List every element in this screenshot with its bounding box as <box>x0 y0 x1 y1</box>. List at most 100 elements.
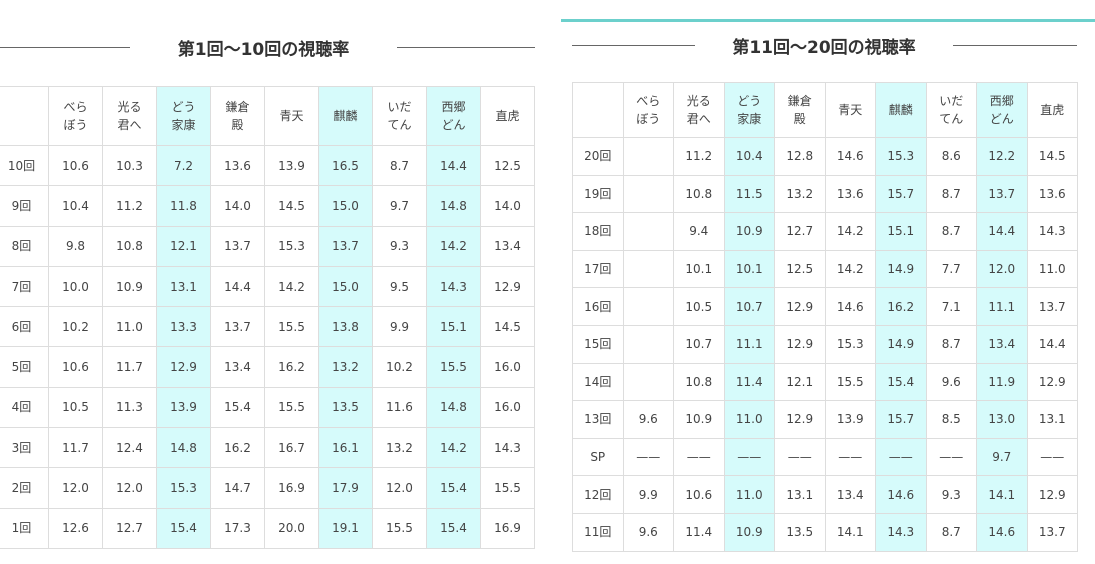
cell: べら ぼう <box>48 86 103 146</box>
cell: 14.6 <box>875 475 927 514</box>
cell: 15.7 <box>875 174 927 214</box>
cell: 12.5 <box>774 249 826 289</box>
cell: 14.1 <box>976 475 1028 514</box>
cell: いだ てん <box>372 86 427 146</box>
cell <box>622 249 674 289</box>
cell: 19.1 <box>318 507 373 549</box>
cell: 9.9 <box>622 475 674 514</box>
cell: 14.7 <box>210 467 265 509</box>
row-label <box>0 86 49 146</box>
cell: 16.7 <box>264 427 319 469</box>
cell: 7.2 <box>156 144 211 187</box>
cell: 9.5 <box>372 265 427 308</box>
cell: —— <box>622 437 674 477</box>
cell: 8.7 <box>925 324 977 364</box>
cell: 14.0 <box>210 185 265 227</box>
cell: 11.6 <box>372 386 427 429</box>
cell: 10.0 <box>48 265 103 308</box>
cell: 10.9 <box>673 400 725 439</box>
cell: 16.2 <box>875 287 927 326</box>
cell: 11.0 <box>102 306 157 348</box>
title-rule <box>953 45 1077 46</box>
cell: 12.9 <box>774 400 826 439</box>
cell: いだ てん <box>925 82 977 138</box>
cell: 13.8 <box>318 306 373 348</box>
cell <box>622 324 674 364</box>
cell <box>622 174 674 214</box>
cell: 15.5 <box>264 306 319 348</box>
cell: 13.7 <box>1026 287 1078 326</box>
cell: 12.0 <box>372 467 427 509</box>
cell: 14.8 <box>156 427 211 469</box>
cell: 13.9 <box>824 400 876 439</box>
data-row: 18回 9.4 10.9 12.7 14.2 15.1 8.7 14.4 14.3 <box>572 212 1078 251</box>
cell: —— <box>925 437 977 477</box>
cell: 麒麟 <box>318 86 373 146</box>
cell: 14.2 <box>426 427 481 469</box>
cell: 11.0 <box>723 400 775 439</box>
cell: 13.7 <box>210 306 265 348</box>
cell: 14.4 <box>426 144 481 187</box>
cell: 西郷 どん <box>976 82 1028 138</box>
cell: 14.2 <box>824 212 876 251</box>
row-label: 8回 <box>0 225 49 267</box>
data-row: 8回 9.8 10.8 12.1 13.7 15.3 13.7 9.3 14.2 13.4 <box>0 225 535 267</box>
cell: 13.2 <box>318 346 373 388</box>
cell: 12.7 <box>774 212 826 251</box>
cell: 7.1 <box>925 287 977 326</box>
cell: 13.5 <box>318 386 373 429</box>
cell: 8.7 <box>925 512 977 552</box>
data-row: 5回 10.6 11.7 12.9 13.4 16.2 13.2 10.2 15.5 16.0 <box>0 346 535 388</box>
cell: 13.7 <box>318 225 373 267</box>
title-rule <box>572 45 695 46</box>
cell: 15.3 <box>264 225 319 267</box>
ratings-table: べら ぼう 光る 君へ どう 家康 鎌倉 殿青天 麒麟 いだ てん 西郷 どん 直虎 10回 10… <box>0 86 535 549</box>
row-label: 16回 <box>572 287 624 326</box>
cell: 9.6 <box>622 512 674 552</box>
cell: 15.4 <box>426 507 481 549</box>
data-row: 2回 12.0 12.0 15.3 14.7 16.9 17.9 12.0 15.4 15.5 <box>0 467 535 509</box>
cell: 14.0 <box>480 185 535 227</box>
cell: —— <box>824 437 876 477</box>
cell: 8.7 <box>925 174 977 214</box>
cell: 10.6 <box>48 144 103 187</box>
cell: 10.3 <box>102 144 157 187</box>
cell: 鎌倉 殿 <box>774 82 826 138</box>
cell: 11.7 <box>48 427 103 469</box>
cell: 10.5 <box>673 287 725 326</box>
cell: 10.7 <box>673 324 725 364</box>
cell: 13.2 <box>774 174 826 214</box>
cell: 15.3 <box>875 137 927 176</box>
data-row: 11回 9.6 11.4 10.9 13.5 14.1 14.3 8.7 14.6 13.7 <box>572 512 1078 552</box>
cell: 16.2 <box>264 346 319 388</box>
cell: 13.2 <box>372 427 427 469</box>
cell: 光る 君へ <box>673 82 725 138</box>
row-label: 10回 <box>0 144 49 187</box>
data-row: 7回 10.0 10.9 13.1 14.4 14.2 15.0 9.5 14.3 12.9 <box>0 265 535 308</box>
cell: 14.2 <box>824 249 876 289</box>
cell: 11.3 <box>102 386 157 429</box>
cell: 10.7 <box>723 287 775 326</box>
row-label: 19回 <box>572 174 624 214</box>
cell <box>622 287 674 326</box>
cell: 14.9 <box>875 249 927 289</box>
cell: 12.9 <box>1026 475 1078 514</box>
cell: 10.8 <box>673 362 725 402</box>
cell: 13.7 <box>210 225 265 267</box>
cell: 12.9 <box>774 324 826 364</box>
row-label: 15回 <box>572 324 624 364</box>
cell: 11.1 <box>976 287 1028 326</box>
cell: 16.1 <box>318 427 373 469</box>
cell: 14.9 <box>875 324 927 364</box>
data-row: 15回 10.7 11.1 12.9 15.3 14.9 8.7 13.4 14.4 <box>572 324 1078 364</box>
cell: —— <box>1026 437 1078 477</box>
cell: 16.0 <box>480 346 535 388</box>
cell: 12.4 <box>102 427 157 469</box>
data-row: 20回 11.2 10.4 12.8 14.6 15.3 8.6 12.2 14.5 <box>572 137 1078 176</box>
title-rule <box>0 47 130 48</box>
cell: 10.2 <box>372 346 427 388</box>
cell <box>622 212 674 251</box>
data-row: 1回 12.6 12.7 15.4 17.3 20.0 19.1 15.5 15.4 16.9 <box>0 507 535 549</box>
cell: 15.5 <box>426 346 481 388</box>
header-row: べら ぼう 光る 君へ どう 家康 鎌倉 殿青天 麒麟 いだ てん 西郷 どん 直虎 <box>0 86 535 146</box>
